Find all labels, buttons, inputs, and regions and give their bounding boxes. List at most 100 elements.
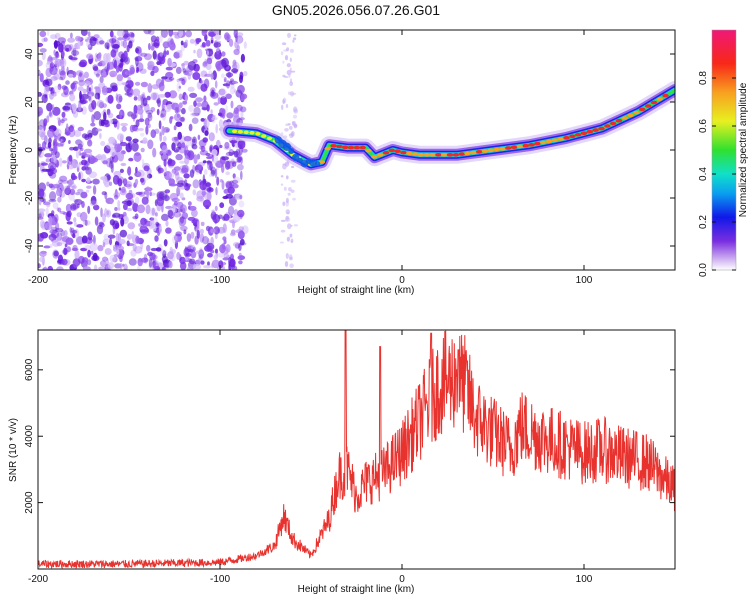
noise-speckle <box>223 213 230 221</box>
noise-speckle <box>112 175 120 185</box>
noise-speckle <box>171 102 180 111</box>
noise-speckle <box>54 53 60 59</box>
noise-speckle <box>54 227 64 233</box>
ridge-blob <box>282 142 292 151</box>
noise-speckle <box>108 136 116 144</box>
noise-speckle <box>237 139 246 150</box>
noise-speckle <box>59 76 63 81</box>
colorbar-label: Normalized spectral amplitude <box>738 82 749 217</box>
noise-speckle <box>167 57 172 67</box>
ridge-core <box>423 153 430 157</box>
noise-speckle <box>238 243 242 252</box>
noise-speckle <box>280 219 286 222</box>
ridge-core <box>359 145 366 150</box>
noise-speckle <box>159 249 167 255</box>
noise-speckle <box>154 212 158 217</box>
noise-speckle <box>287 192 291 196</box>
noise-speckle <box>48 215 53 226</box>
noise-speckle <box>107 262 115 270</box>
noise-speckle <box>200 70 208 78</box>
noise-speckle <box>175 121 183 127</box>
noise-speckle <box>72 233 76 239</box>
noise-speckle <box>149 191 152 197</box>
noise-speckle <box>81 237 86 244</box>
noise-speckle <box>76 212 82 218</box>
noise-speckle <box>59 175 68 182</box>
noise-speckle <box>39 219 45 229</box>
noise-speckle <box>44 153 53 158</box>
noise-speckle <box>122 178 128 186</box>
noise-speckle <box>80 191 88 199</box>
noise-speckle <box>210 166 216 175</box>
ridge-core <box>377 153 384 157</box>
noise-speckle <box>282 163 287 170</box>
noise-speckle <box>167 209 174 218</box>
noise-speckle <box>128 157 134 162</box>
noise-speckle <box>46 30 50 37</box>
noise-speckle <box>74 222 77 227</box>
noise-speckle <box>114 207 118 211</box>
noise-speckle <box>121 125 127 132</box>
noise-speckle <box>88 171 98 179</box>
noise-speckle <box>231 161 237 167</box>
noise-speckle <box>233 209 239 216</box>
noise-speckle <box>207 226 214 236</box>
noise-speckle <box>85 189 90 193</box>
noise-speckle <box>206 104 210 112</box>
noise-speckle <box>164 165 168 175</box>
noise-speckle <box>175 231 182 237</box>
noise-speckle <box>196 229 200 239</box>
noise-speckle <box>196 153 201 160</box>
noise-speckle <box>188 104 195 113</box>
noise-speckle <box>186 233 192 242</box>
noise-speckle <box>168 77 175 81</box>
y-tick-label: 20 <box>24 96 35 108</box>
noise-speckle <box>77 102 82 112</box>
x-tick-label: 0 <box>399 574 405 585</box>
noise-speckle <box>59 210 66 215</box>
noise-speckle <box>229 160 238 164</box>
noise-speckle <box>209 173 213 178</box>
noise-speckle <box>81 133 88 139</box>
noise-speckle <box>62 106 71 112</box>
noise-speckle <box>289 132 294 139</box>
noise-speckle <box>226 112 234 119</box>
noise-speckle <box>80 30 88 36</box>
ridge-core <box>592 128 599 132</box>
noise-speckle <box>157 164 162 175</box>
noise-speckle <box>210 109 213 115</box>
ridge-core <box>452 153 460 157</box>
noise-speckle <box>61 236 70 243</box>
noise-speckle <box>150 45 155 51</box>
noise-speckle <box>198 139 207 147</box>
noise-speckle <box>289 81 294 87</box>
noise-speckle <box>93 111 102 121</box>
noise-speckle <box>185 39 189 45</box>
noise-speckle <box>238 260 243 265</box>
noise-speckle <box>208 70 213 75</box>
noise-speckle <box>106 174 112 181</box>
noise-speckle <box>154 128 160 134</box>
noise-speckle <box>187 86 195 92</box>
noise-speckle <box>196 48 203 59</box>
noise-speckle <box>229 38 234 48</box>
noise-speckle <box>93 234 96 245</box>
noise-speckle <box>77 143 83 150</box>
noise-speckle <box>149 217 155 221</box>
noise-speckle <box>102 256 108 262</box>
noise-speckle <box>292 39 295 43</box>
noise-speckle <box>184 145 189 154</box>
noise-speckle <box>207 261 210 266</box>
noise-speckle <box>280 183 284 186</box>
noise-speckle <box>42 267 48 270</box>
noise-speckle <box>285 217 291 222</box>
noise-speckle <box>137 94 141 102</box>
noise-speckle <box>290 238 294 243</box>
noise-speckle <box>235 33 238 42</box>
noise-speckle <box>210 73 214 80</box>
ridge-core <box>563 136 570 140</box>
noise-speckle <box>157 94 166 98</box>
noise-speckle <box>213 102 219 106</box>
noise-speckle <box>148 258 153 268</box>
noise-speckle <box>237 255 246 261</box>
